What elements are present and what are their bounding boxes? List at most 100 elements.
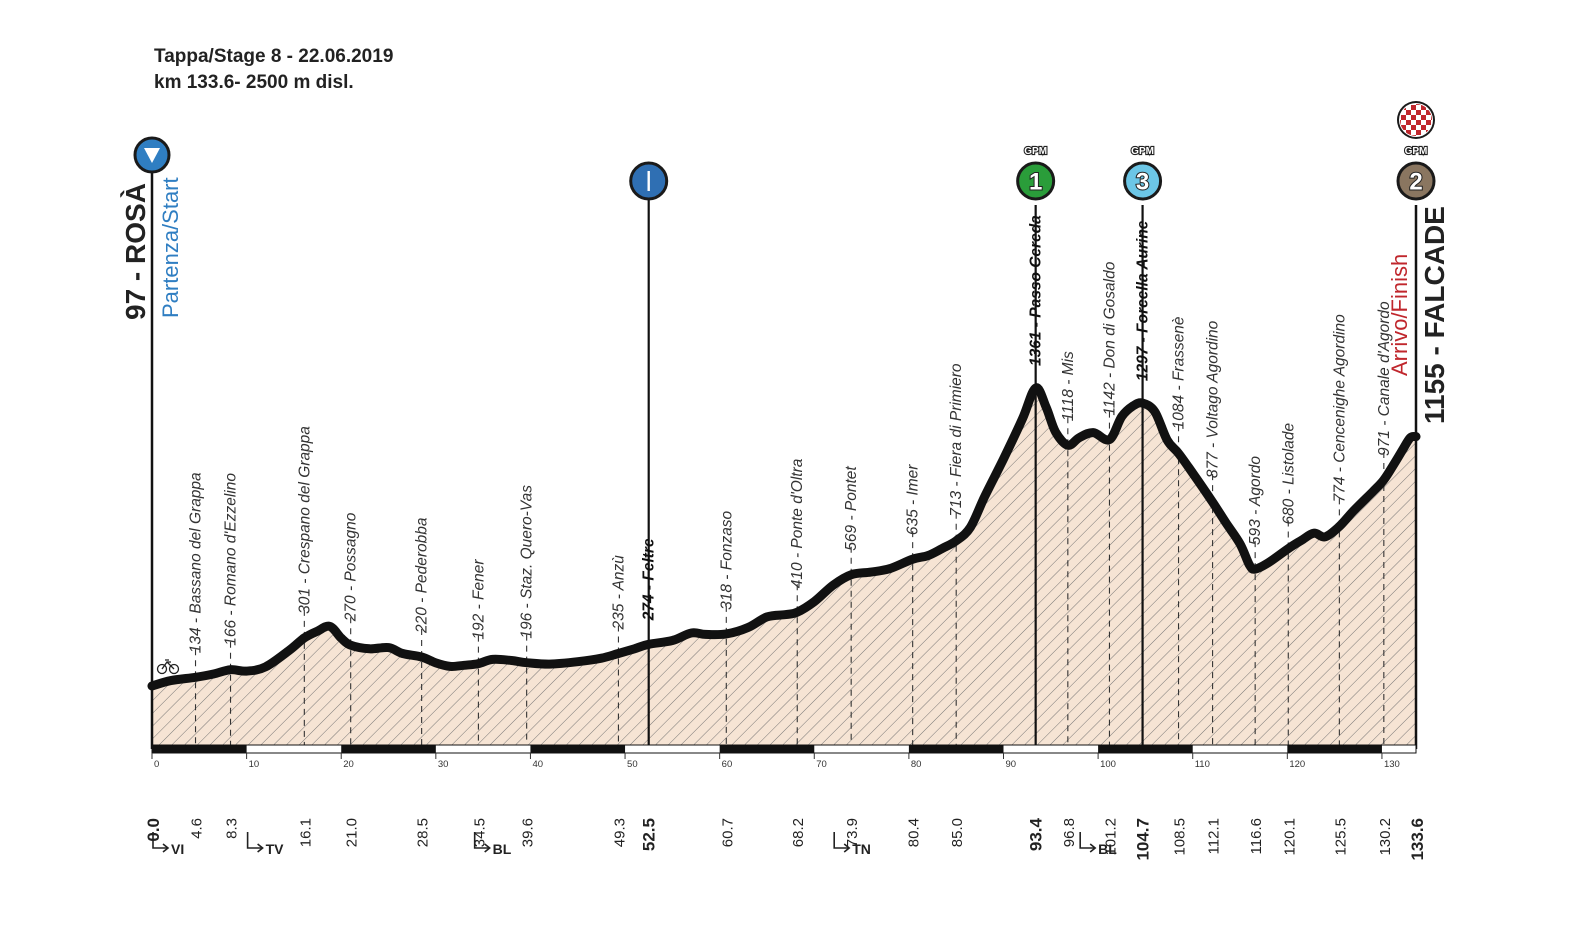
km-distance-label: 120.1 <box>1281 818 1298 856</box>
km-axis-tick-label: 40 <box>532 759 543 770</box>
province-marker: BL <box>1079 832 1117 857</box>
gpm-circle <box>1016 161 1056 201</box>
finish-flag-check <box>1400 120 1401 125</box>
finish-flag-check <box>1431 135 1432 136</box>
location-label: 971 - Canale d'Agordo <box>1376 301 1393 456</box>
finish-flag-check <box>1406 130 1411 135</box>
km-distance-label: 93.4 <box>1027 817 1046 851</box>
bicycle-icon <box>156 659 180 675</box>
finish-flag-check <box>1431 105 1432 110</box>
km-distance-label: 8.3 <box>224 818 241 839</box>
km-axis-tick-label: 30 <box>438 759 449 770</box>
location-label: 274 - Feltre <box>641 538 658 621</box>
gpm-label: GPM <box>1131 146 1154 157</box>
finish-flag-check <box>1416 120 1421 125</box>
finish-flag-check <box>1411 105 1416 110</box>
location-label: 774 - Cencenighe Agordino <box>1331 314 1348 503</box>
location-label: 1084 - Frassenè <box>1171 316 1188 429</box>
location-label: 235 - Anzù <box>610 555 627 631</box>
province-marker: TV <box>246 832 284 857</box>
location-label: 569 - Pontet <box>843 466 860 551</box>
province-arrow-icon <box>473 832 489 849</box>
start-location-label: 97 - ROSÀ <box>120 183 151 320</box>
km-distance-label: 85.0 <box>949 818 966 847</box>
finish-flag-check <box>1401 135 1406 136</box>
province-arrowhead-icon <box>257 843 264 853</box>
km-distance-label: 0.0 <box>144 818 163 842</box>
km-axis-segment <box>719 745 815 753</box>
gpm-badge: GPM 3 <box>1123 145 1163 201</box>
km-distance-label: 73.9 <box>844 818 861 847</box>
finish-flag-check <box>1400 130 1401 135</box>
start-sublabel: Partenza/Start <box>158 177 183 318</box>
gpm-category-label: 2 <box>1409 169 1422 196</box>
km-axis-tick-label: 80 <box>911 759 922 770</box>
finish-flag-check <box>1421 115 1426 120</box>
gpm-badge: GPM 2 <box>1396 145 1436 201</box>
location-label: 713 - Fiera di Primiero <box>948 363 965 517</box>
finish-flag-check <box>1426 120 1431 125</box>
km-distance-label: 16.1 <box>297 818 314 847</box>
finish-flag-check <box>1421 125 1426 130</box>
finish-flag-check <box>1401 125 1406 130</box>
finish-flag-check <box>1421 105 1426 110</box>
province-label: BL <box>1098 841 1117 857</box>
km-distance-label: 52.5 <box>640 818 659 851</box>
stage-title-line1: Tappa/Stage 8 - 22.06.2019 <box>154 46 394 67</box>
location-label: 301 - Crespano del Grappa <box>296 426 313 614</box>
km-axis-tick-label: 20 <box>343 759 354 770</box>
gpm-circle <box>1396 161 1436 201</box>
km-distance-label: 4.6 <box>189 818 206 839</box>
location-label: 680 - Listolade <box>1280 422 1297 524</box>
location-label: 196 - Staz. Quero-Vas <box>519 485 536 639</box>
finish-location-label: 1155 - FALCADE <box>1419 206 1450 424</box>
km-distance-label: 101.2 <box>1102 818 1119 856</box>
province-arrowhead-icon <box>1089 843 1097 853</box>
finish-flag-check <box>1426 104 1431 105</box>
gpm-category-label: 3 <box>1136 169 1149 196</box>
province-arrow-icon <box>152 832 167 849</box>
location-label: 270 - Possagno <box>343 512 360 622</box>
finish-flag-check <box>1401 115 1406 120</box>
km-distance-label: 116.6 <box>1248 818 1265 854</box>
km-axis-tick-label: 0 <box>154 759 159 770</box>
province-marker: BL <box>473 832 512 857</box>
km-distance-label: 108.5 <box>1172 818 1189 856</box>
km-axis-tick-label: 110 <box>1195 759 1210 770</box>
province-arrow-icon <box>833 832 849 849</box>
location-label: 318 - Fonzaso <box>718 510 735 609</box>
km-axis-tick-label: 50 <box>627 759 638 770</box>
province-arrow-icon <box>1079 832 1095 849</box>
location-label: 220 - Pederobba <box>414 517 431 634</box>
finish-flag-check <box>1400 104 1401 105</box>
km-distance-label: 28.5 <box>415 818 432 847</box>
info-i-icon <box>647 171 650 191</box>
location-label: 635 - Imer <box>905 464 922 535</box>
km-axis-segment <box>341 745 436 753</box>
finish-flag-check <box>1416 130 1421 135</box>
stage-title: Tappa/Stage 8 - 22.06.2019 km 133.6- 250… <box>154 44 393 96</box>
km-axis-tick-label: 130 <box>1384 759 1400 770</box>
finish-flag-check <box>1411 115 1416 120</box>
km-distance-label: 133.6 <box>1408 818 1427 861</box>
location-label: 410 - Ponte d'Oltra <box>789 458 806 588</box>
location-label: 1118 - Mis <box>1060 351 1077 421</box>
km-distance-label: 68.2 <box>790 818 807 847</box>
km-axis-tick-label: 70 <box>816 759 827 770</box>
province-label: BL <box>493 841 512 857</box>
gpm-label: GPM <box>1405 146 1428 157</box>
km-distance-label: 60.7 <box>719 818 736 847</box>
finish-flag-check <box>1411 135 1416 136</box>
profile-area-fill <box>152 387 1416 749</box>
km-distance-label: 125.5 <box>1332 818 1349 856</box>
finish-flag-check <box>1416 104 1421 105</box>
finish-flag-icon <box>1397 101 1435 139</box>
province-arrowhead-icon <box>843 843 851 853</box>
location-label: 134 - Bassano del Grappa <box>188 472 205 653</box>
km-axis-tick-label: 100 <box>1100 759 1116 770</box>
km-distance-label: 39.6 <box>520 818 537 847</box>
bicycle-wheel-icon <box>168 663 180 675</box>
gpm-category-label: 1 <box>1029 169 1042 196</box>
finish-flag-check <box>1411 125 1416 130</box>
